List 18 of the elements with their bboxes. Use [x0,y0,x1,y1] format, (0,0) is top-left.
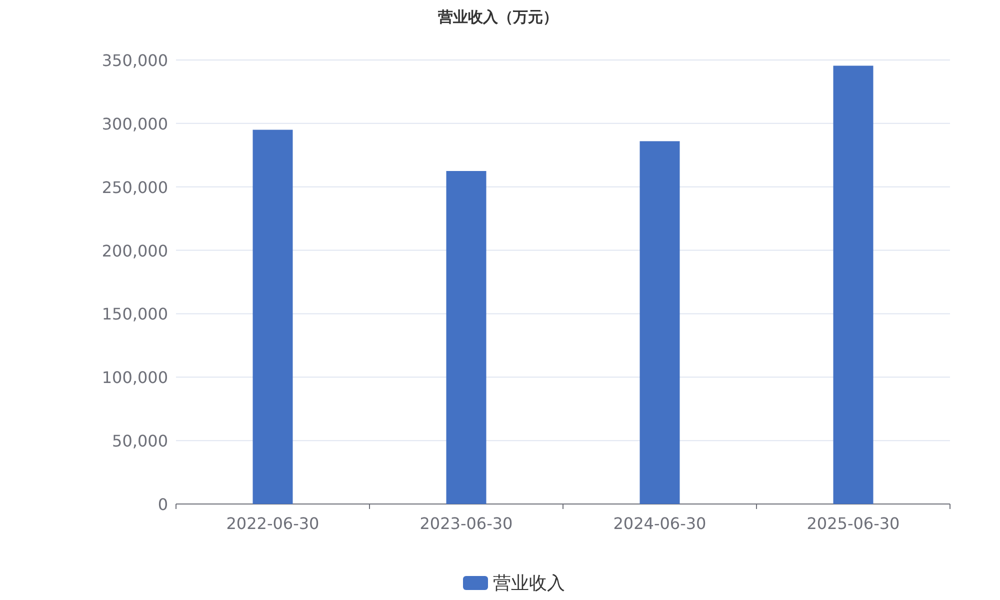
y-tick-label: 150,000 [102,304,168,324]
y-tick-label: 0 [158,495,168,514]
y-tick-label: 300,000 [102,114,168,134]
x-tick-label: 2025-06-30 [806,514,900,533]
y-tick-label: 50,000 [112,432,168,451]
bar [640,141,680,504]
bar [833,66,874,504]
x-tick-label: 2024-06-30 [613,514,706,533]
x-tick-label: 2022-06-30 [226,514,320,533]
y-tick-label: 200,000 [102,241,168,260]
legend-label: 营业收入 [493,573,565,594]
y-tick-label: 100,000 [102,368,168,388]
chart-title: 营业收入（万元） [437,8,558,26]
x-tick-label: 2023-06-30 [420,514,513,533]
y-tick-label: 350,000 [102,51,168,70]
bar [252,130,293,504]
y-tick-label: 250,000 [102,178,168,197]
bar [446,171,486,504]
